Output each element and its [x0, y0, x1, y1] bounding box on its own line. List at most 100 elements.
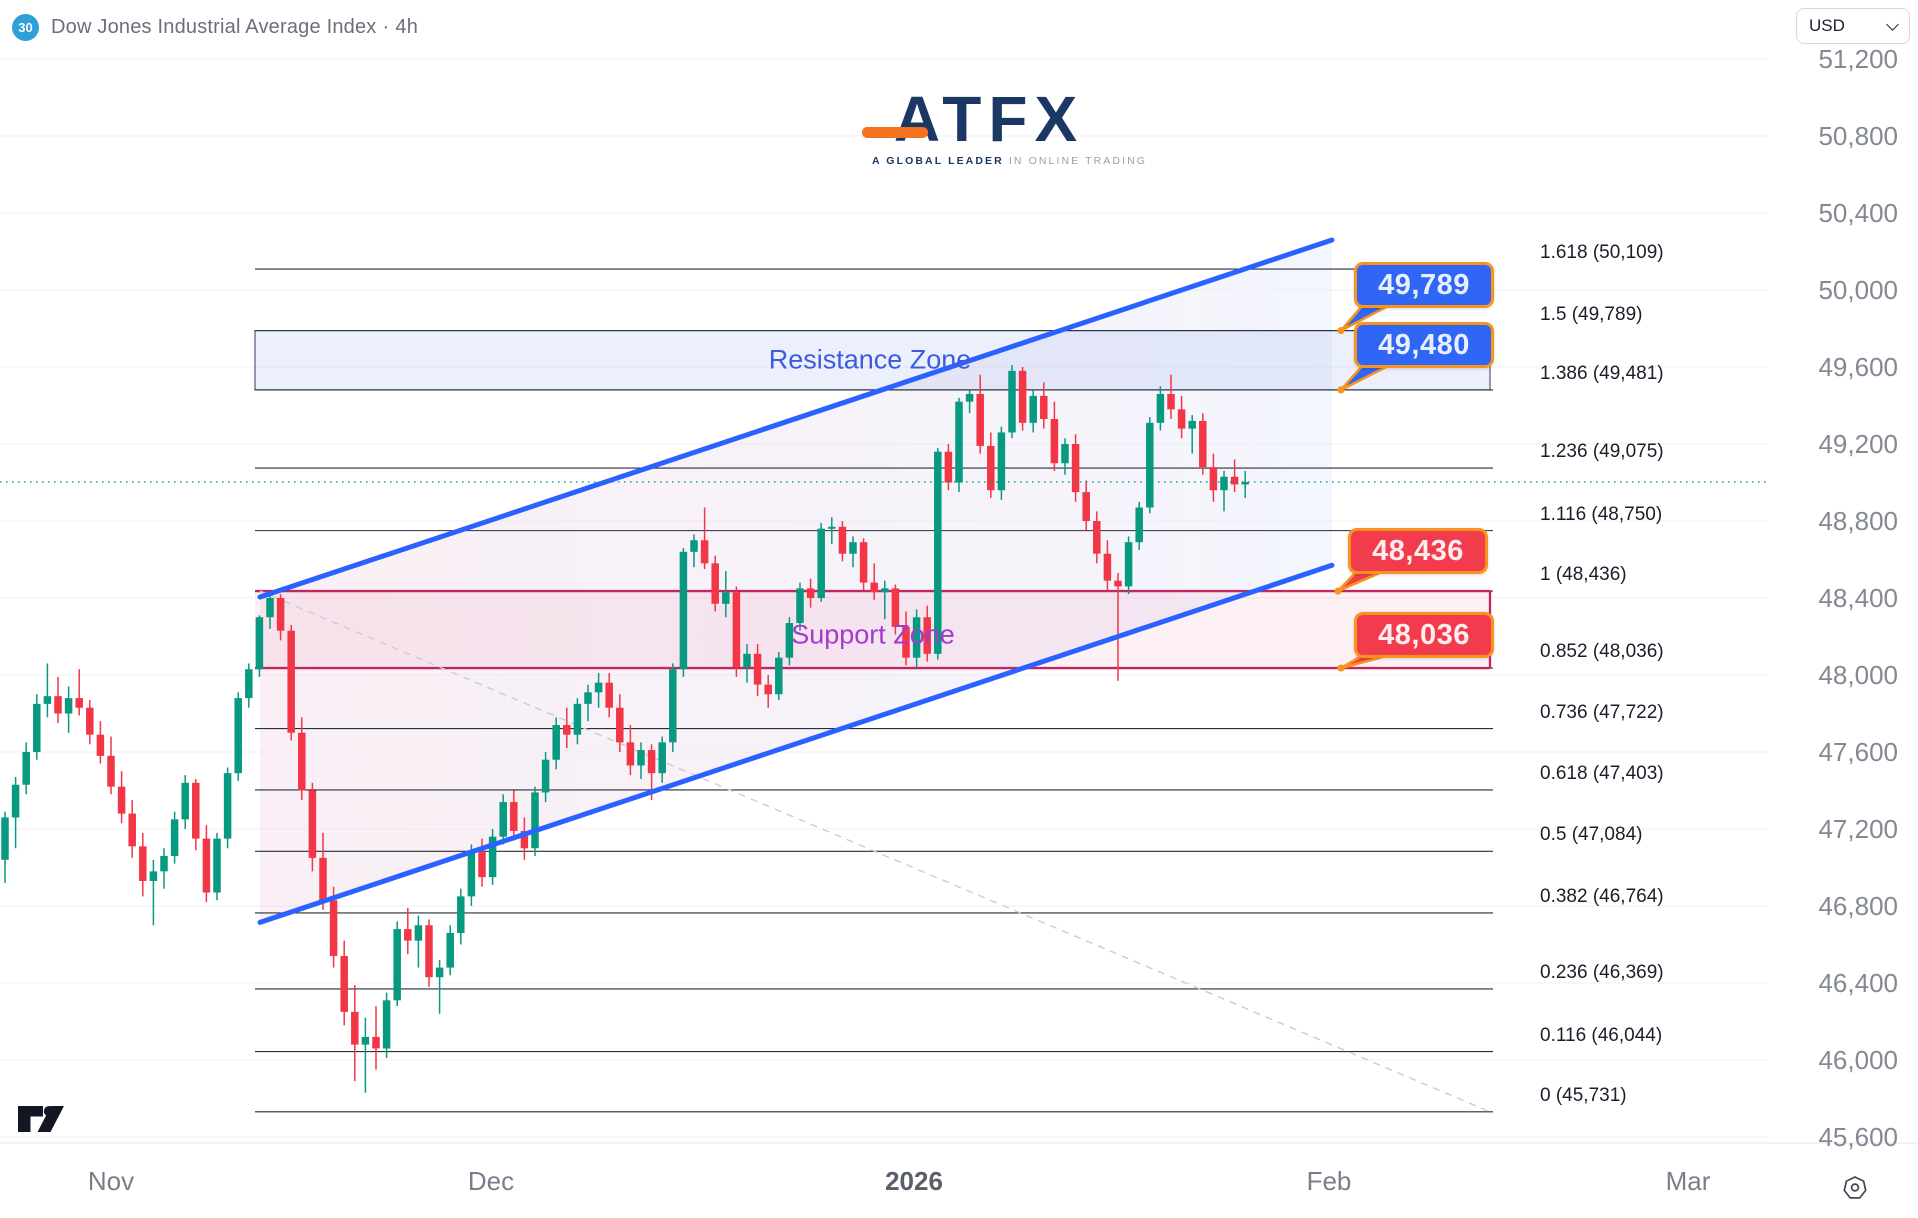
candle	[1135, 501, 1143, 550]
candle	[43, 663, 52, 718]
candle-body	[361, 1036, 370, 1045]
candle	[1082, 480, 1090, 531]
fib-baseline-dashed[interactable]	[259, 590, 1491, 1113]
symbol-interval[interactable]: 4h	[395, 16, 419, 38]
symbol-title[interactable]: Dow Jones Industrial Average Index	[51, 16, 377, 38]
candle-body	[478, 852, 486, 878]
candle	[54, 676, 62, 724]
candle-body	[828, 526, 836, 529]
candle-body	[891, 588, 900, 627]
trendline-lower[interactable]	[257, 562, 1335, 925]
candle	[1103, 540, 1112, 591]
candle-body	[414, 925, 423, 941]
candle	[255, 615, 264, 677]
candle	[75, 669, 83, 716]
candle-body	[202, 838, 211, 893]
currency-selector[interactable]: USD	[1796, 8, 1910, 44]
channel-fill[interactable]	[260, 239, 1332, 923]
candle-body	[181, 782, 189, 820]
candle	[584, 684, 592, 722]
candle	[552, 717, 560, 770]
trendline-upper[interactable]	[257, 237, 1335, 600]
candle-body	[1114, 580, 1122, 587]
candle	[435, 959, 444, 1014]
price-callout[interactable]: 49,480	[1354, 322, 1494, 368]
candle-body	[393, 929, 401, 1001]
candle	[234, 692, 242, 781]
candle	[298, 717, 306, 801]
price-axis-label: 50,000	[1818, 275, 1898, 305]
price-callout-tail	[1336, 569, 1386, 593]
price-axis-label: 48,000	[1818, 660, 1898, 690]
price-callout[interactable]: 48,036	[1354, 612, 1494, 658]
candle-body	[86, 707, 94, 735]
candle	[1230, 459, 1239, 493]
candle-body	[690, 540, 698, 552]
candle	[541, 752, 550, 803]
candle	[1040, 382, 1048, 429]
tradingview-logo[interactable]	[18, 1106, 64, 1132]
candle	[160, 848, 168, 889]
support-zone-fill[interactable]	[255, 591, 1490, 669]
candle	[785, 617, 794, 666]
candle-body	[404, 929, 412, 941]
candle	[732, 586, 741, 677]
candle-body	[1209, 467, 1218, 491]
candle	[446, 925, 454, 976]
candle	[64, 686, 73, 733]
candle	[955, 397, 963, 493]
candle-body	[266, 598, 274, 618]
candle	[425, 919, 433, 987]
candle	[520, 817, 529, 860]
candle-body	[541, 759, 550, 793]
candle	[796, 582, 804, 631]
candle	[573, 698, 582, 745]
price-axis-label: 47,600	[1818, 737, 1898, 767]
candle	[11, 777, 20, 849]
fib-level-label: 1 (48,436)	[1540, 564, 1627, 586]
candle	[870, 563, 878, 600]
settings-gear-icon[interactable]	[1843, 1176, 1867, 1199]
fib-level-label: 0.618 (47,403)	[1540, 762, 1664, 784]
candle	[499, 794, 507, 845]
candle	[213, 832, 221, 901]
candle-body	[722, 592, 730, 604]
candle	[22, 742, 30, 795]
candle-body	[1103, 553, 1112, 581]
price-callout[interactable]: 48,436	[1348, 528, 1488, 574]
resistance-zone-label: Resistance Zone	[768, 344, 972, 375]
candle	[669, 663, 677, 752]
candle	[605, 673, 613, 718]
atfx-tagline-rest: IN ONLINE TRADING	[1008, 155, 1148, 167]
candle	[891, 584, 900, 635]
candle-body	[54, 696, 62, 714]
candle	[743, 644, 751, 683]
candle	[223, 767, 232, 849]
candle-body	[499, 802, 507, 837]
candle-body	[1071, 444, 1080, 493]
candle-body	[552, 725, 560, 760]
candle-body	[753, 653, 762, 685]
candle-body	[457, 896, 465, 933]
candle-body	[637, 750, 645, 766]
candle-body	[1061, 444, 1069, 464]
candle	[202, 825, 211, 903]
candle	[1093, 511, 1101, 564]
symbol-logo-badge: 30	[12, 14, 39, 41]
price-axis-label: 50,400	[1818, 198, 1898, 228]
candle	[266, 592, 274, 629]
candle-body	[1, 817, 9, 860]
symbol-legend[interactable]: 30 Dow Jones Industrial Average Index · 4h	[12, 14, 418, 41]
candle	[902, 611, 910, 666]
candle	[817, 522, 825, 602]
candle-body	[446, 932, 454, 968]
candle	[838, 521, 847, 562]
candle-body	[170, 819, 179, 856]
candle-body	[743, 653, 751, 668]
candle	[976, 374, 984, 454]
candle-body	[881, 588, 889, 593]
resistance-zone-fill[interactable]	[254, 330, 1491, 391]
time-axis-label: Feb	[1306, 1166, 1352, 1196]
price-callout[interactable]: 49,789	[1354, 262, 1494, 308]
